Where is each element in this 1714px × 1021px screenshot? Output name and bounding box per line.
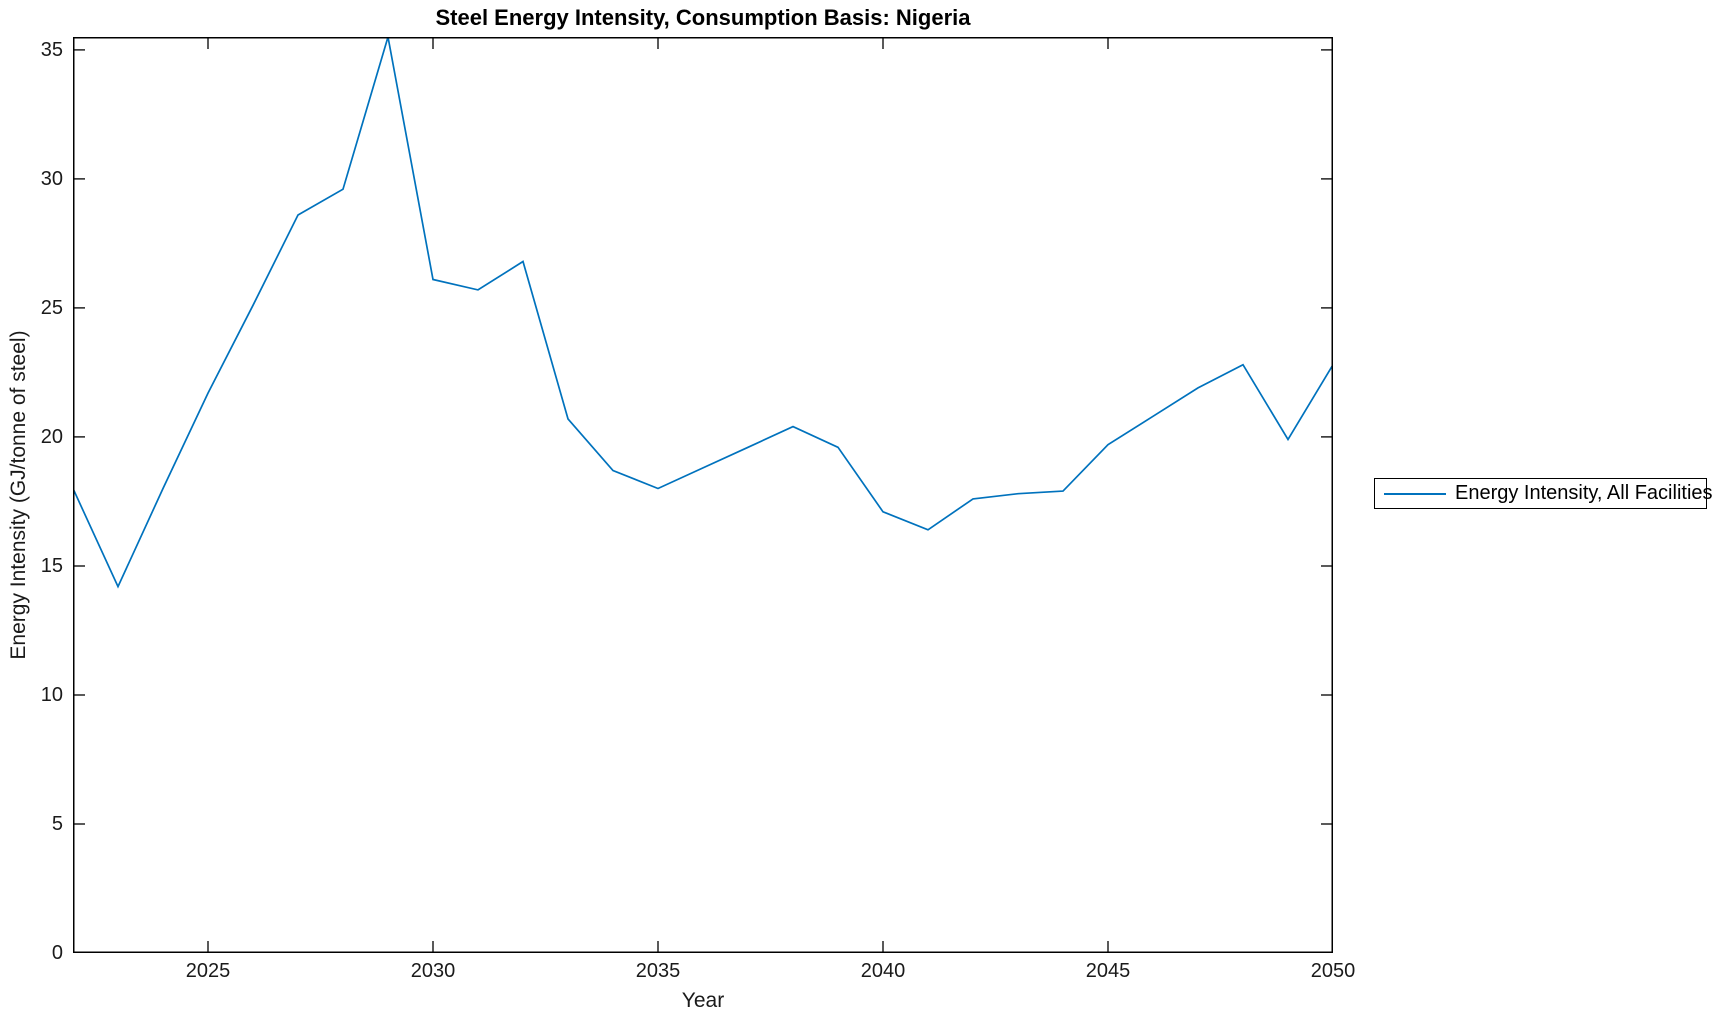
y-axis-label: Energy Intensity (GJ/tonne of steel) (7, 330, 30, 660)
y-tick-label: 10 (40, 683, 63, 706)
y-tick-label: 30 (40, 167, 63, 190)
x-axis-label: Year (681, 989, 725, 1012)
y-tick-label: 20 (40, 425, 63, 448)
x-tick-label: 2030 (410, 960, 456, 982)
x-tick-label: 2040 (860, 960, 906, 982)
y-tick-label: 15 (40, 554, 63, 577)
axes-box (73, 37, 1333, 953)
x-tick-label: 2025 (185, 960, 231, 982)
legend: Energy Intensity, All Facilities (1374, 478, 1713, 509)
x-tick-label: 2050 (1310, 960, 1356, 982)
x-tick-label: 2035 (635, 960, 681, 982)
y-tick-label: 25 (40, 296, 63, 319)
plot-area (73, 37, 1333, 953)
x-tick-label: 2045 (1085, 960, 1131, 982)
y-tick-label: 0 (51, 942, 63, 964)
series-line (73, 37, 1333, 589)
y-tick-label: 5 (51, 812, 63, 835)
legend-line-sample-icon (1384, 492, 1446, 495)
y-tick-label: 35 (40, 38, 63, 61)
chart-title: Steel Energy Intensity, Consumption Basi… (435, 5, 971, 30)
legend-label: Energy Intensity, All Facilities (1455, 482, 1713, 504)
